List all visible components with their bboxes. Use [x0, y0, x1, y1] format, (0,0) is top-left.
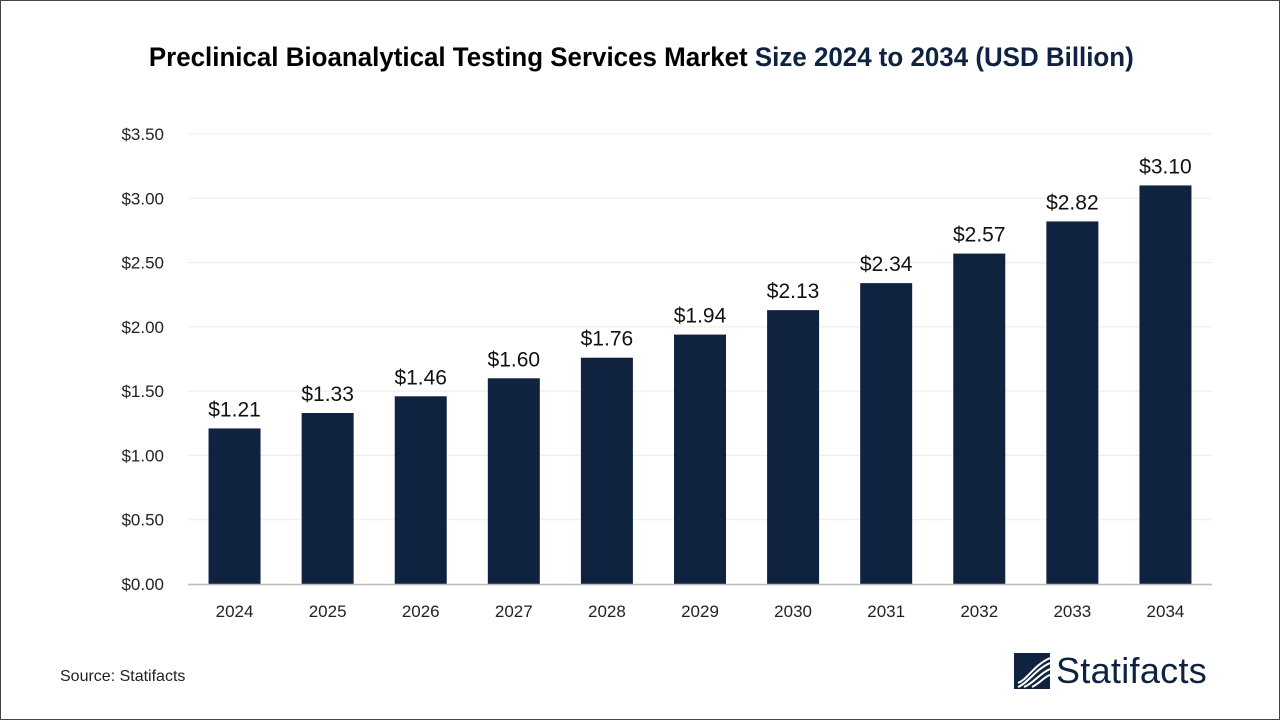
x-tick-label: 2032 — [960, 602, 998, 621]
data-label: $1.46 — [394, 366, 447, 389]
x-tick-label: 2029 — [681, 602, 719, 621]
y-tick-label: $3.50 — [121, 125, 164, 144]
bar — [1046, 221, 1099, 584]
title-main: Preclinical Bioanalytical Testing Servic… — [148, 42, 755, 72]
x-tick-label: 2024 — [216, 602, 254, 621]
y-tick-label: $3.00 — [121, 189, 164, 208]
y-tick-label: $0.50 — [121, 511, 164, 530]
data-label: $1.60 — [488, 348, 541, 371]
data-label: $1.76 — [581, 328, 634, 351]
data-label: $1.33 — [301, 383, 354, 406]
bar — [953, 253, 1006, 585]
x-tick-label: 2030 — [774, 602, 812, 621]
bar — [301, 413, 354, 584]
bar — [674, 334, 726, 584]
x-tick-label: 2025 — [309, 602, 347, 621]
x-tick-label: 2028 — [588, 602, 626, 621]
bar — [767, 310, 820, 584]
bar — [860, 283, 913, 584]
data-label: $2.13 — [767, 280, 820, 303]
x-tick-label: 2031 — [867, 602, 905, 621]
bar — [208, 428, 261, 584]
x-tick-label: 2034 — [1147, 602, 1185, 621]
bar — [1139, 185, 1192, 584]
data-label: $2.82 — [1046, 191, 1099, 214]
x-tick-label: 2026 — [402, 602, 440, 621]
data-label: $3.10 — [1139, 155, 1192, 178]
data-label: $1.21 — [208, 398, 261, 421]
logo-mark-icon — [1014, 653, 1050, 689]
y-tick-label: $1.00 — [121, 446, 164, 465]
bar — [487, 378, 540, 584]
bar — [580, 357, 633, 584]
y-tick-label: $0.00 — [121, 575, 164, 594]
source-note: Source: Statifacts — [60, 668, 186, 685]
data-label: $2.34 — [860, 253, 913, 276]
chart-title: Preclinical Bioanalytical Testing Servic… — [0, 42, 1280, 73]
x-tick-label: 2027 — [495, 602, 533, 621]
title-highlight: Size 2024 to 2034 (USD Billion) — [754, 42, 1134, 72]
statifacts-logo: Statifacts — [1014, 650, 1207, 692]
bar — [394, 396, 447, 584]
y-tick-label: $2.00 — [121, 318, 164, 337]
data-label: $2.57 — [953, 224, 1006, 247]
y-tick-label: $2.50 — [121, 254, 164, 273]
y-tick-label: $1.50 — [121, 382, 164, 401]
data-label: $1.94 — [674, 305, 727, 328]
x-tick-label: 2033 — [1053, 602, 1091, 621]
logo-text: Statifacts — [1056, 650, 1208, 691]
